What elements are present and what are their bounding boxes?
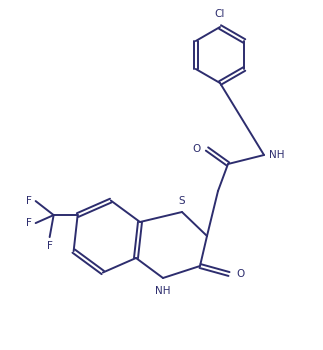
Text: Cl: Cl — [215, 9, 225, 19]
Text: O: O — [236, 269, 244, 279]
Text: S: S — [179, 196, 185, 206]
Text: F: F — [26, 218, 32, 228]
Text: F: F — [47, 241, 53, 251]
Text: NH: NH — [155, 286, 171, 296]
Text: NH: NH — [269, 150, 285, 160]
Text: F: F — [26, 196, 32, 206]
Text: O: O — [193, 144, 201, 154]
